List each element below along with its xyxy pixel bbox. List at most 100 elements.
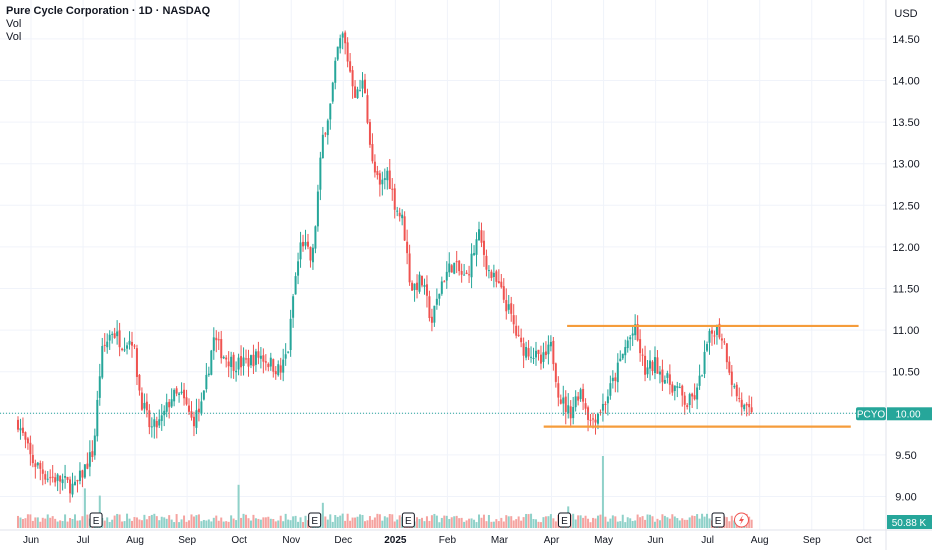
candle-body <box>215 337 218 341</box>
candle-body <box>621 353 624 359</box>
candle-body <box>91 451 94 457</box>
volume-bar <box>24 518 27 528</box>
volume-bar <box>644 519 647 528</box>
last-price-tag: PCYO 10.00 <box>856 407 932 421</box>
candle-body <box>294 276 297 295</box>
candle-body <box>71 483 74 495</box>
volume-bar <box>666 517 669 528</box>
candle-body <box>450 265 453 273</box>
volume-bar <box>155 516 158 528</box>
currency-label[interactable]: USD <box>894 8 917 20</box>
earnings-marker-box <box>711 512 725 528</box>
volume-bar <box>497 521 500 528</box>
volume-bar <box>661 514 664 528</box>
candle-body <box>713 335 716 337</box>
candle-body <box>98 376 101 398</box>
trend-lines[interactable] <box>543 324 859 428</box>
candle-body <box>596 413 599 424</box>
candle-body <box>542 352 545 362</box>
candle-body <box>54 477 57 483</box>
candle-body <box>111 333 114 335</box>
volume-bar <box>676 518 679 528</box>
candle-body <box>61 479 64 484</box>
volume-bar <box>433 513 436 528</box>
volume-bar <box>245 514 248 528</box>
price-axis[interactable]: USD 9.00 9.50 10.00 10.50 11.00 11.50 12.00 12.… <box>885 0 920 550</box>
candle-body <box>549 341 552 347</box>
candle-body <box>458 260 461 272</box>
candle-body <box>559 399 562 404</box>
earnings-marker[interactable]: E <box>89 512 103 528</box>
candle-body <box>36 462 39 466</box>
volume-bar <box>708 518 711 528</box>
earnings-marker[interactable]: E <box>308 512 322 528</box>
candle-body <box>463 274 466 276</box>
earnings-marker[interactable]: E <box>401 512 415 528</box>
earnings-marker[interactable]: E <box>558 512 572 528</box>
candle-body <box>383 178 386 180</box>
candle-body <box>745 403 748 406</box>
symbol-title[interactable]: Pure Cycle Corporation · 1D · NASDAQ <box>6 5 211 17</box>
earnings-marker-box <box>401 512 415 528</box>
volume-bar <box>56 521 59 528</box>
candle-body <box>445 271 448 281</box>
candle-body <box>183 389 186 399</box>
candle-body <box>661 369 664 383</box>
volume-bar <box>601 456 604 528</box>
candle-body <box>78 470 81 481</box>
volume-bar <box>344 520 347 528</box>
candle-body <box>592 418 595 420</box>
candle-body <box>368 122 371 145</box>
volume-bar <box>512 520 515 528</box>
volume-bar <box>425 516 428 528</box>
candle-body <box>373 161 376 173</box>
vol-indicator-label[interactable]: Vol <box>6 18 22 30</box>
volume-bar <box>259 519 262 528</box>
volume-bar <box>485 521 488 528</box>
volume-bar <box>609 518 612 528</box>
earnings-marker-letter: E <box>311 516 318 527</box>
earnings-marker[interactable]: E <box>711 512 725 528</box>
volume-bar <box>423 521 426 528</box>
x-tick-label: Mar <box>491 535 509 546</box>
candle-body <box>735 384 738 397</box>
volume-bar <box>584 515 587 528</box>
time-axis[interactable]: Jun Jul Aug Sep Oct Nov Dec 2025 Feb Mar Apr May Jun… <box>0 529 932 546</box>
volume-bar <box>520 520 523 528</box>
candle-body <box>249 355 252 366</box>
volume-bar <box>284 513 287 528</box>
volume-bar <box>572 513 575 528</box>
volume-bar <box>596 515 599 528</box>
volume-bar <box>44 518 47 528</box>
x-tick-label: Apr <box>544 535 560 546</box>
candle-body <box>430 316 433 323</box>
candle-body <box>321 134 324 159</box>
candle-body <box>656 357 659 374</box>
candle-body <box>292 296 295 318</box>
vol-indicator-label[interactable]: Vol <box>6 31 22 43</box>
candle-body <box>435 298 438 305</box>
volume-bar <box>103 520 106 528</box>
candle-body <box>480 230 483 243</box>
candle-body <box>552 340 555 365</box>
volume-bar <box>517 516 520 528</box>
volume-tag: 50.88 K <box>887 515 932 529</box>
lightning-icon[interactable] <box>733 512 749 528</box>
x-tick-label: Sep <box>178 535 196 546</box>
x-tick-label: Nov <box>282 535 300 546</box>
volume-bar <box>482 514 485 528</box>
volume-bar <box>435 515 438 528</box>
candle-body <box>319 157 322 190</box>
candle-body <box>217 339 220 341</box>
y-tick-label: 9.50 <box>895 450 916 462</box>
candle-body <box>376 170 379 176</box>
volume-bar <box>247 518 250 528</box>
earnings-marker-box <box>558 512 572 528</box>
volume-bar <box>725 517 728 528</box>
candle-body <box>113 333 116 338</box>
volume-bar <box>505 515 508 528</box>
candle-body <box>631 333 634 336</box>
